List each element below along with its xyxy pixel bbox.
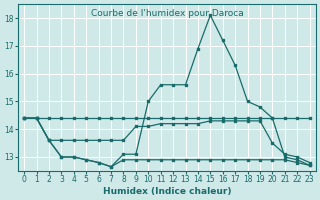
X-axis label: Humidex (Indice chaleur): Humidex (Indice chaleur) [103, 187, 231, 196]
Text: Courbe de l'humidex pour Daroca: Courbe de l'humidex pour Daroca [91, 9, 243, 18]
